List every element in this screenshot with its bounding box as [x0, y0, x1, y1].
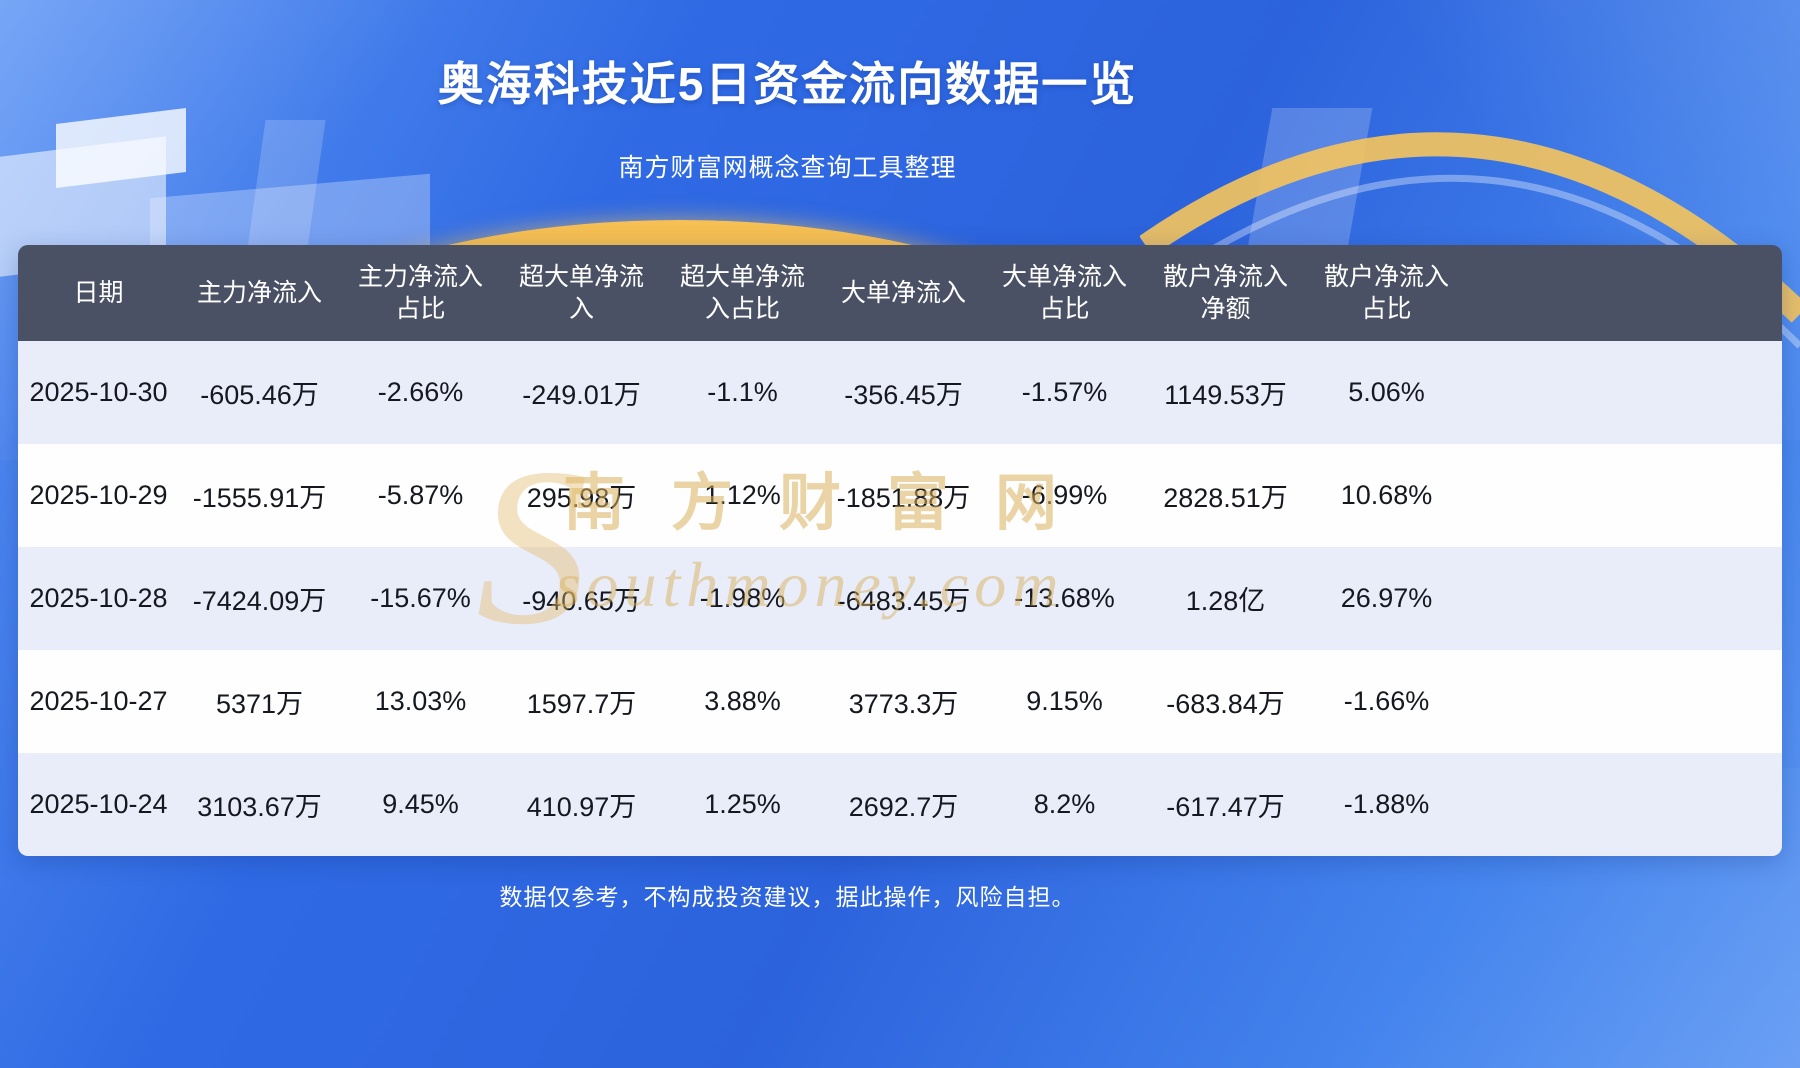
table-cell: -1555.91万 [192, 483, 327, 513]
column-header-xl-order-net-inflow-pct: 超大单净流 入占比 [679, 262, 805, 324]
table-cell: 410.97万 [526, 792, 637, 822]
column-header-retail-net-inflow-pct: 散户净流入 占比 [1323, 262, 1449, 324]
table-row-2025-10-29: 2025-10-29 -1555.91万 -5.87% 295.98万 1.12… [18, 444, 1782, 547]
table-cell: 9.15% [1026, 686, 1103, 716]
column-header-main-net-inflow-pct: 主力净流入 占比 [357, 262, 483, 324]
table-cell: 3773.3万 [848, 689, 959, 719]
column-header-main-net-inflow: 主力净流入 [196, 278, 322, 307]
table-cell: 9.45% [382, 789, 459, 819]
table-cell: 10.68% [1340, 480, 1433, 510]
table-cell: -683.84万 [1166, 689, 1285, 719]
page-subtitle: 南方财富网概念查询工具整理 [618, 154, 957, 182]
page-title: 奥海科技近5日资金流向数据一览 [437, 58, 1138, 110]
table-cell: 5.06% [1348, 377, 1425, 407]
table-cell: -5.87% [377, 480, 464, 510]
table-cell: -6483.45万 [836, 586, 971, 616]
table-row-2025-10-27: 2025-10-27 5371万 13.03% 1597.7万 3.88% 37… [18, 650, 1782, 753]
table-cell: -249.01万 [522, 380, 641, 410]
column-header-large-order-net-inflow-pct: 大单净流入 占比 [1001, 262, 1127, 324]
table-cell: 1597.7万 [526, 689, 637, 719]
table-cell-date: 2025-10-28 [29, 583, 168, 613]
table-cell-date: 2025-10-24 [29, 789, 168, 819]
table-cell: -617.47万 [1166, 792, 1285, 822]
table-cell: -1.1% [707, 377, 778, 407]
table-cell: -6.99% [1021, 480, 1108, 510]
table-cell: -15.67% [370, 583, 471, 613]
table-cell: -1.88% [1343, 789, 1430, 819]
table-cell: 26.97% [1340, 583, 1433, 613]
table-header-row: 日期 主力净流入 主力净流入 占比 超大单净流 入 超大单净流 入占比 大单净流… [18, 245, 1782, 341]
table-cell: 1.12% [704, 480, 781, 510]
table-cell: -940.65万 [522, 586, 641, 616]
table-cell: -356.45万 [844, 380, 963, 410]
table-row-2025-10-24: 2025-10-24 3103.67万 9.45% 410.97万 1.25% … [18, 753, 1782, 856]
table-cell: -1.98% [699, 583, 786, 613]
fund-flow-table: 日期 主力净流入 主力净流入 占比 超大单净流 入 超大单净流 入占比 大单净流… [18, 245, 1782, 856]
table-cell: -13.68% [1014, 583, 1115, 613]
column-header-retail-net-inflow: 散户净流入 净额 [1162, 262, 1288, 324]
column-header-date: 日期 [73, 278, 124, 307]
table-cell: 1.28亿 [1185, 586, 1266, 616]
table-cell: 1.25% [704, 789, 781, 819]
table-row-2025-10-28: 2025-10-28 -7424.09万 -15.67% -940.65万 -1… [18, 547, 1782, 650]
table-cell: 295.98万 [526, 483, 637, 513]
table-cell: 3.88% [704, 686, 781, 716]
table-cell: -2.66% [377, 377, 464, 407]
footer-disclaimer: 数据仅参考，不构成投资建议，据此操作，风险自担。 [499, 884, 1076, 910]
column-header-xl-order-net-inflow: 超大单净流 入 [518, 262, 644, 324]
table-cell: -1851.88万 [836, 483, 971, 513]
table-cell: 1149.53万 [1164, 380, 1287, 410]
table-cell: 2692.7万 [848, 792, 959, 822]
table-cell: -1.57% [1021, 377, 1108, 407]
table-cell: -605.46万 [200, 380, 319, 410]
table-cell-date: 2025-10-27 [29, 686, 168, 716]
column-header-large-order-net-inflow: 大单净流入 [840, 278, 966, 307]
table-cell: 8.2% [1033, 789, 1096, 819]
table-cell-date: 2025-10-29 [29, 480, 168, 510]
table-cell: 13.03% [374, 686, 467, 716]
table-cell: 3103.67万 [197, 792, 322, 822]
table-cell: 5371万 [215, 689, 304, 719]
table-row-2025-10-30: 2025-10-30 -605.46万 -2.66% -249.01万 -1.1… [18, 341, 1782, 444]
table-cell: 2828.51万 [1163, 483, 1288, 513]
table-cell: -7424.09万 [192, 586, 327, 616]
table-cell: -1.66% [1343, 686, 1430, 716]
table-cell-date: 2025-10-30 [29, 377, 168, 407]
